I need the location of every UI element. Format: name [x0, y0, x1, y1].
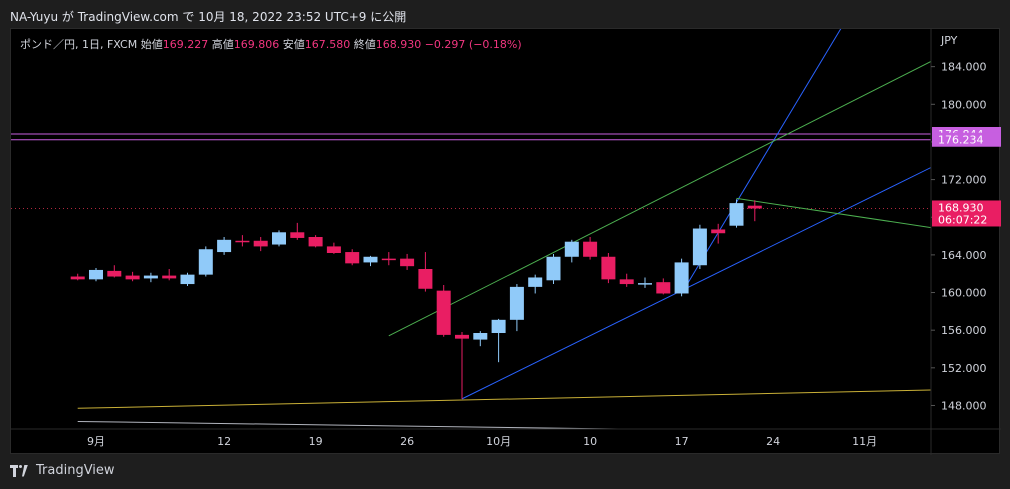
candle-body [729, 203, 744, 226]
y-tick-label: 156.000 [941, 324, 987, 337]
candle-body [656, 282, 671, 294]
trend-line-0 [461, 166, 931, 400]
close-value: 168.930 [375, 38, 422, 51]
price-badge-countdown: 06:07:22 [938, 213, 987, 226]
plot-area [11, 29, 931, 429]
candle-body [491, 319, 506, 333]
y-tick-label: 164.000 [941, 249, 987, 262]
low-label: 安値 [282, 38, 305, 51]
x-tick-label: 10 [583, 435, 597, 448]
candle-body [180, 274, 195, 285]
candle-body [528, 277, 543, 287]
candle-body [143, 275, 158, 279]
candle-body [198, 249, 213, 275]
x-tick-label: 24 [766, 435, 780, 448]
candle-body [601, 256, 616, 280]
y-tick-label: 160.000 [941, 287, 987, 300]
chart-frame[interactable]: JPY184.000180.000176.000172.000168.00016… [10, 28, 1001, 455]
candle-body [381, 258, 396, 261]
publish-header: NA-Yuyu が TradingView.com で 10月 18, 2022… [10, 10, 407, 24]
candle-body [692, 228, 707, 266]
candle-body [345, 252, 360, 264]
open-label: 始値 [140, 38, 163, 51]
ohlc-legend: ポンド／円, 1日, FXCM 始値169.227 高値169.806 安値16… [20, 36, 522, 52]
low-value: 167.580 [304, 38, 351, 51]
tradingview-logo-icon [10, 464, 30, 477]
price-badge [932, 132, 1001, 147]
open-value: 169.227 [162, 38, 209, 51]
x-tick-label: 12 [217, 435, 231, 448]
candle-body [326, 246, 341, 253]
x-tick-label: 10月 [486, 435, 511, 448]
candle-body [436, 290, 451, 335]
candle-body [70, 276, 85, 280]
candle-body [509, 286, 524, 320]
y-tick-label: 152.000 [941, 362, 987, 375]
trend-line-2 [388, 60, 931, 337]
high-value: 169.806 [233, 38, 280, 51]
candle-body [747, 205, 762, 209]
candlestick-chart[interactable]: JPY184.000180.000176.000172.000168.00016… [11, 29, 1001, 455]
candle-body [290, 232, 305, 238]
symbol-label: ポンド／円, 1日, FXCM [20, 38, 138, 51]
candle-body [217, 239, 232, 253]
candle-body [473, 333, 488, 340]
price-badge-label: 176.234 [938, 134, 984, 147]
x-tick-label: 9月 [87, 435, 105, 448]
candle-body [638, 283, 652, 285]
candle-body [308, 237, 323, 247]
candle-body [674, 262, 689, 294]
candle-body [89, 269, 103, 280]
y-tick-label: 148.000 [941, 399, 987, 412]
y-tick-label: 172.000 [941, 174, 987, 187]
candle-body [711, 229, 726, 234]
candle-body [583, 241, 598, 257]
candle-body [125, 275, 140, 280]
candle-body [253, 240, 268, 247]
high-label: 高値 [211, 38, 234, 51]
price-badge-label: 168.930 [938, 201, 984, 214]
close-label: 終値 [353, 38, 376, 51]
x-tick-label: 17 [675, 435, 689, 448]
trend-line-3 [736, 197, 931, 229]
y-tick-label: 180.000 [941, 98, 987, 111]
candle-body [162, 275, 177, 279]
candle-body [564, 241, 579, 257]
candle-body [455, 334, 469, 339]
candle-body [363, 256, 378, 263]
candle-body [235, 240, 250, 243]
candle-body [619, 279, 634, 285]
trend-line-4 [77, 389, 931, 409]
footer: TradingView [10, 463, 115, 478]
trend-line-1 [681, 29, 842, 294]
currency-label: JPY [940, 34, 958, 47]
trend-line-5 [77, 420, 655, 429]
x-tick-label: 26 [400, 435, 414, 448]
x-tick-label: 19 [309, 435, 323, 448]
candle-body [418, 269, 433, 289]
change-value: −0.297 (−0.18%) [424, 38, 522, 51]
candle-body [107, 270, 122, 277]
candle-body [272, 232, 286, 245]
candle-body [546, 256, 561, 281]
price-badge [932, 200, 1001, 227]
y-tick-label: 184.000 [941, 61, 987, 74]
x-tick-label: 11月 [852, 435, 877, 448]
candle-body [400, 258, 415, 267]
footer-brand[interactable]: TradingView [36, 463, 115, 478]
